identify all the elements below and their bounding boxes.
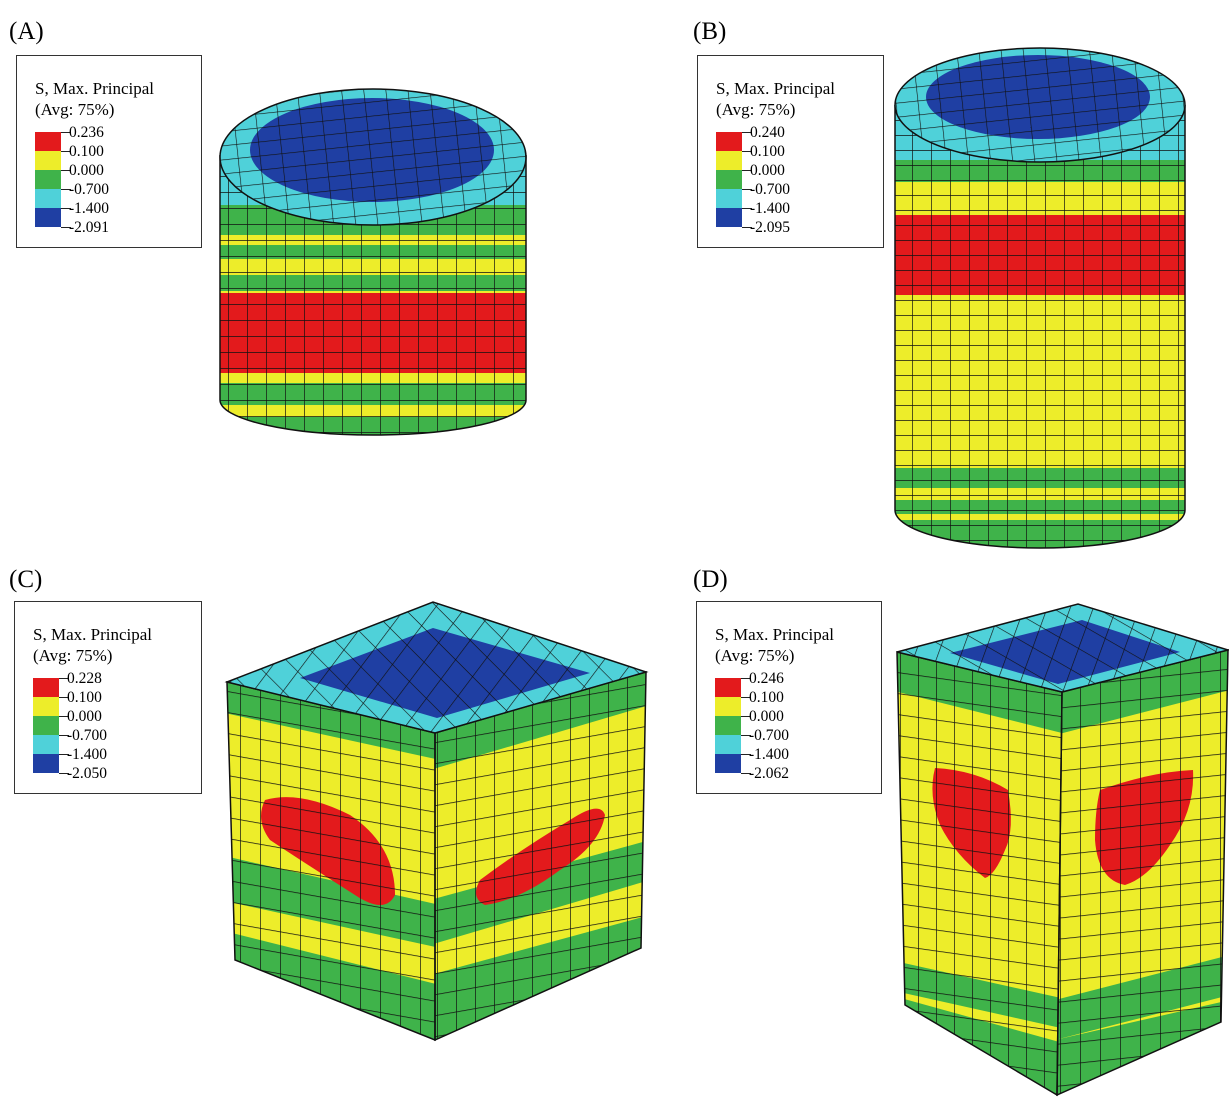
- legend-value: -0.700: [67, 727, 108, 744]
- legend-swatch-cyan: [35, 189, 61, 208]
- legend-swatch-green: [716, 170, 742, 189]
- legend-swatch-yellow: [715, 697, 741, 716]
- legend-swatch-blue: [35, 208, 61, 227]
- panel-label-d: (D): [693, 566, 728, 593]
- legend-value: 0.100: [69, 143, 104, 160]
- legend-value: 0.000: [750, 162, 785, 179]
- legend-swatch-green: [715, 716, 741, 735]
- legend-title: S, Max. Principal: [33, 625, 152, 644]
- legend-value: 0.100: [749, 689, 784, 706]
- legend-title: S, Max. Principal: [716, 79, 835, 98]
- legend-value: 0.100: [67, 689, 102, 706]
- legend-value: -0.700: [69, 181, 110, 198]
- legend-d: S, Max. Principal (Avg: 75%) 0.246 0.100…: [696, 601, 882, 794]
- legend-averaging: (Avg: 75%): [35, 100, 115, 119]
- legend-swatch-yellow: [33, 697, 59, 716]
- legend-averaging: (Avg: 75%): [33, 646, 113, 665]
- legend-value: -2.095: [750, 219, 791, 236]
- legend-value: 0.000: [69, 162, 104, 179]
- legend-value: -1.400: [69, 200, 110, 217]
- panel-label-c: (C): [9, 566, 43, 593]
- legend-value: -0.700: [749, 727, 790, 744]
- legend-value: 0.240: [750, 124, 785, 141]
- legend-value: -2.062: [749, 765, 790, 782]
- legend-value: 0.000: [67, 708, 102, 725]
- legend-swatch-cyan: [716, 189, 742, 208]
- legend-swatch-red: [35, 132, 61, 151]
- legend-value: 0.100: [750, 143, 785, 160]
- legend-a: S, Max. Principal (Avg: 75%) 0.236 0.100…: [16, 55, 202, 248]
- legend-title: S, Max. Principal: [35, 79, 154, 98]
- legend-swatch-yellow: [35, 151, 61, 170]
- legend-value: -2.050: [67, 765, 108, 782]
- legend-averaging: (Avg: 75%): [716, 100, 796, 119]
- cube-model: [224, 601, 649, 1042]
- legend-b: S, Max. Principal (Avg: 75%) 0.240 0.100…: [697, 55, 884, 248]
- legend-swatch-green: [35, 170, 61, 189]
- legend-swatch-cyan: [33, 735, 59, 754]
- legend-swatch-red: [33, 678, 59, 697]
- legend-value: 0.228: [67, 670, 102, 687]
- legend-value: -2.091: [69, 219, 110, 236]
- legend-swatch-cyan: [715, 735, 741, 754]
- panel-label-b: (B): [693, 18, 727, 45]
- legend-swatch-blue: [33, 754, 59, 773]
- cylinder-tall-model: [894, 47, 1186, 549]
- cylinder-short-model: [219, 88, 527, 436]
- legend-swatch-green: [33, 716, 59, 735]
- legend-swatch-blue: [716, 208, 742, 227]
- legend-averaging: (Avg: 75%): [715, 646, 795, 665]
- panel-label-a: (A): [9, 18, 44, 45]
- legend-value: 0.246: [749, 670, 784, 687]
- legend-swatch-red: [716, 132, 742, 151]
- legend-value: -0.700: [750, 181, 791, 198]
- legend-swatch-blue: [715, 754, 741, 773]
- legend-value: 0.000: [749, 708, 784, 725]
- legend-swatch-red: [715, 678, 741, 697]
- legend-value: 0.236: [69, 124, 104, 141]
- legend-value: -1.400: [749, 746, 790, 763]
- legend-value: -1.400: [750, 200, 791, 217]
- legend-c: S, Max. Principal (Avg: 75%) 0.228 0.100…: [14, 601, 202, 794]
- prism-model: [896, 603, 1229, 1097]
- legend-swatch-yellow: [716, 151, 742, 170]
- legend-title: S, Max. Principal: [715, 625, 834, 644]
- legend-value: -1.400: [67, 746, 108, 763]
